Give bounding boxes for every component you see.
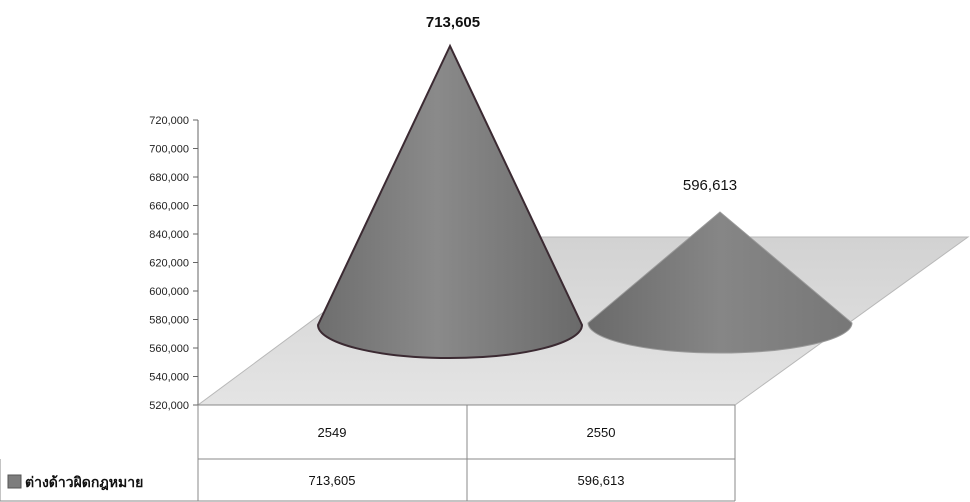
data-label-2550: 596,613	[683, 177, 737, 194]
chart-floor	[196, 236, 970, 406]
table-header-2550: 2550	[587, 425, 616, 440]
y-tick-label: 560,000	[149, 343, 189, 355]
legend-series-name: ต่างด้าวผิดกฎหมาย	[25, 475, 143, 491]
data-label-2549: 713,605	[426, 14, 480, 31]
y-tick-label: 620,000	[149, 258, 189, 270]
y-tick-label: 660,000	[149, 201, 189, 213]
table-value-2550: 596,613	[578, 473, 625, 488]
cone-2549	[316, 43, 584, 359]
table-value-2549: 713,605	[309, 473, 356, 488]
cone-2550	[587, 211, 853, 354]
y-tick-label: 580,000	[149, 315, 189, 327]
legend-swatch	[7, 474, 22, 489]
y-tick-label: 540,000	[149, 372, 189, 384]
y-tick-label: 600,000	[149, 286, 189, 298]
y-tick-label: 700,000	[149, 144, 189, 156]
y-tick-label: 680,000	[149, 172, 189, 184]
y-tick-label: 720,000	[149, 115, 189, 127]
y-tick-label: 840,000	[149, 229, 189, 241]
y-tick-label: 520,000	[149, 400, 189, 412]
table-header-2549: 2549	[318, 425, 347, 440]
